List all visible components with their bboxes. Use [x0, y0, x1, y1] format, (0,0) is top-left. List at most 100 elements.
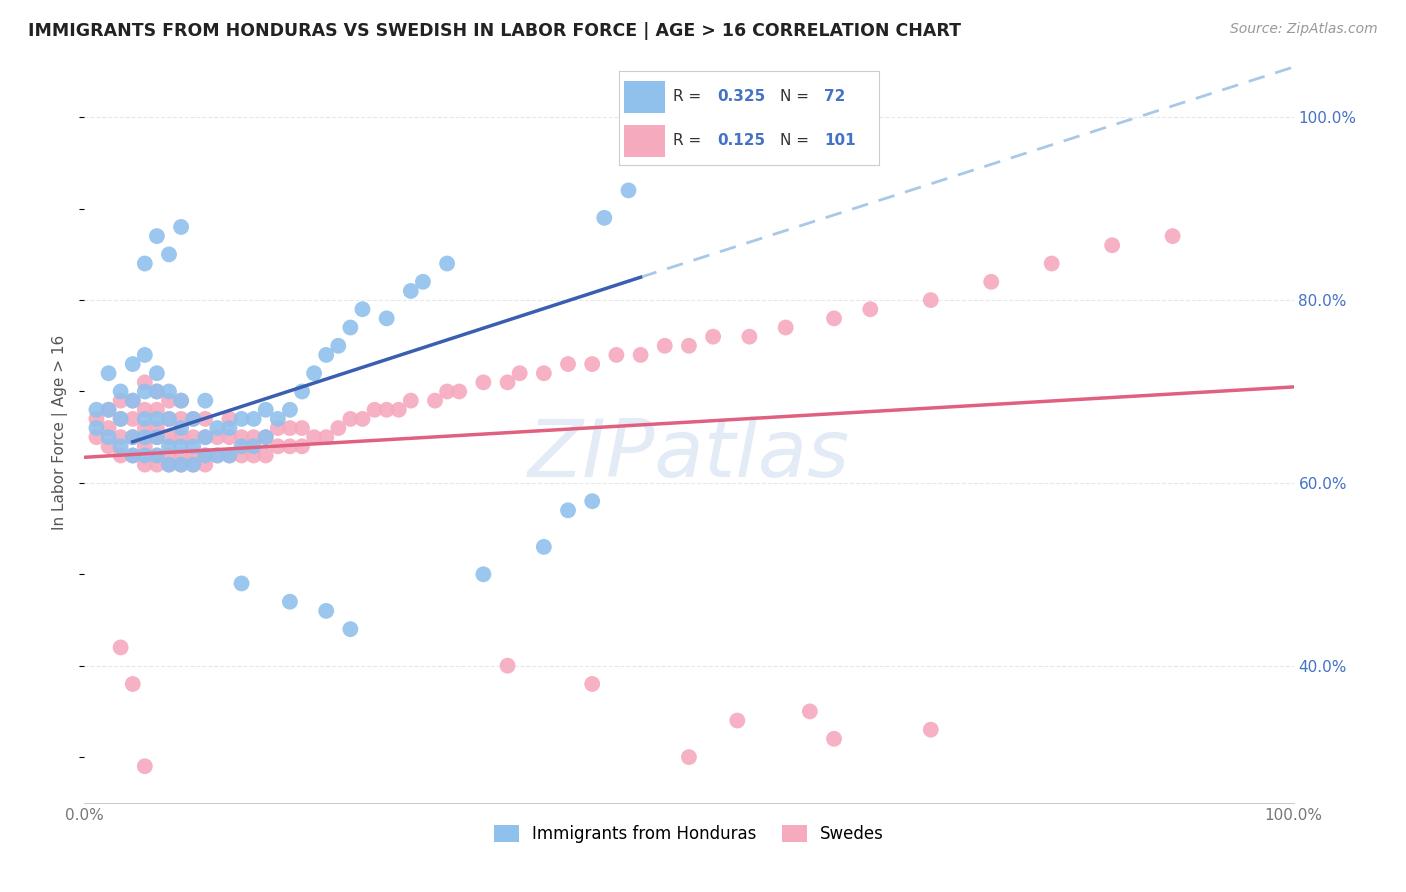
Point: [121, 412, 143, 426]
Point: [218, 430, 240, 444]
Point: [146, 384, 169, 399]
Point: [1101, 238, 1123, 252]
Point: [423, 393, 446, 408]
Point: [207, 430, 229, 444]
Point: [157, 412, 180, 426]
Point: [134, 384, 156, 399]
Point: [242, 412, 264, 426]
Point: [110, 412, 132, 426]
Point: [170, 421, 193, 435]
Point: [581, 677, 603, 691]
Point: [242, 449, 264, 463]
Point: [110, 439, 132, 453]
Point: [181, 439, 204, 453]
Point: [134, 348, 156, 362]
Point: [738, 329, 761, 343]
Point: [97, 430, 120, 444]
FancyBboxPatch shape: [624, 125, 665, 157]
Point: [146, 421, 169, 435]
Point: [121, 393, 143, 408]
Point: [267, 439, 290, 453]
Point: [352, 302, 374, 317]
Point: [170, 458, 193, 472]
Point: [339, 622, 361, 636]
Point: [254, 430, 277, 444]
Point: [121, 449, 143, 463]
Point: [134, 449, 156, 463]
Point: [146, 458, 169, 472]
Point: [121, 449, 143, 463]
Point: [110, 430, 132, 444]
Point: [436, 256, 458, 270]
Text: Source: ZipAtlas.com: Source: ZipAtlas.com: [1230, 22, 1378, 37]
Point: [920, 293, 942, 307]
Point: [134, 759, 156, 773]
Point: [110, 412, 132, 426]
Point: [557, 357, 579, 371]
Point: [823, 731, 845, 746]
Point: [146, 412, 169, 426]
Point: [254, 402, 277, 417]
Point: [775, 320, 797, 334]
Point: [533, 366, 555, 380]
Point: [617, 183, 640, 197]
Point: [170, 219, 193, 234]
Point: [449, 384, 471, 399]
Point: [157, 412, 180, 426]
Point: [157, 458, 180, 472]
Point: [388, 402, 411, 417]
Point: [218, 412, 240, 426]
Point: [218, 449, 240, 463]
Point: [181, 449, 204, 463]
Point: [231, 576, 253, 591]
Point: [509, 366, 531, 380]
Point: [218, 449, 240, 463]
Point: [823, 311, 845, 326]
Point: [134, 412, 156, 426]
Point: [194, 430, 217, 444]
Point: [146, 384, 169, 399]
Point: [231, 449, 253, 463]
Point: [799, 705, 821, 719]
Text: N =: N =: [780, 133, 814, 148]
Point: [605, 348, 627, 362]
Point: [170, 449, 193, 463]
Point: [254, 449, 277, 463]
Point: [725, 714, 748, 728]
Point: [97, 402, 120, 417]
Point: [218, 421, 240, 435]
Point: [496, 658, 519, 673]
Point: [146, 449, 169, 463]
Point: [146, 366, 169, 380]
Point: [375, 402, 398, 417]
Point: [472, 567, 495, 582]
Point: [157, 393, 180, 408]
Point: [920, 723, 942, 737]
Point: [242, 430, 264, 444]
Point: [157, 384, 180, 399]
Point: [121, 393, 143, 408]
Point: [146, 430, 169, 444]
Point: [86, 421, 108, 435]
Point: [678, 339, 700, 353]
Point: [533, 540, 555, 554]
Point: [170, 393, 193, 408]
Point: [267, 412, 290, 426]
Point: [1040, 256, 1063, 270]
Point: [170, 439, 193, 453]
Point: [630, 348, 652, 362]
Point: [278, 595, 301, 609]
Y-axis label: In Labor Force | Age > 16: In Labor Force | Age > 16: [52, 335, 69, 530]
Point: [194, 412, 217, 426]
Point: [278, 402, 301, 417]
Point: [181, 458, 204, 472]
Point: [157, 449, 180, 463]
Text: R =: R =: [673, 133, 706, 148]
Point: [157, 247, 180, 261]
Point: [170, 430, 193, 444]
Point: [315, 430, 337, 444]
Point: [134, 458, 156, 472]
Point: [496, 376, 519, 390]
Point: [86, 412, 108, 426]
Point: [134, 421, 156, 435]
